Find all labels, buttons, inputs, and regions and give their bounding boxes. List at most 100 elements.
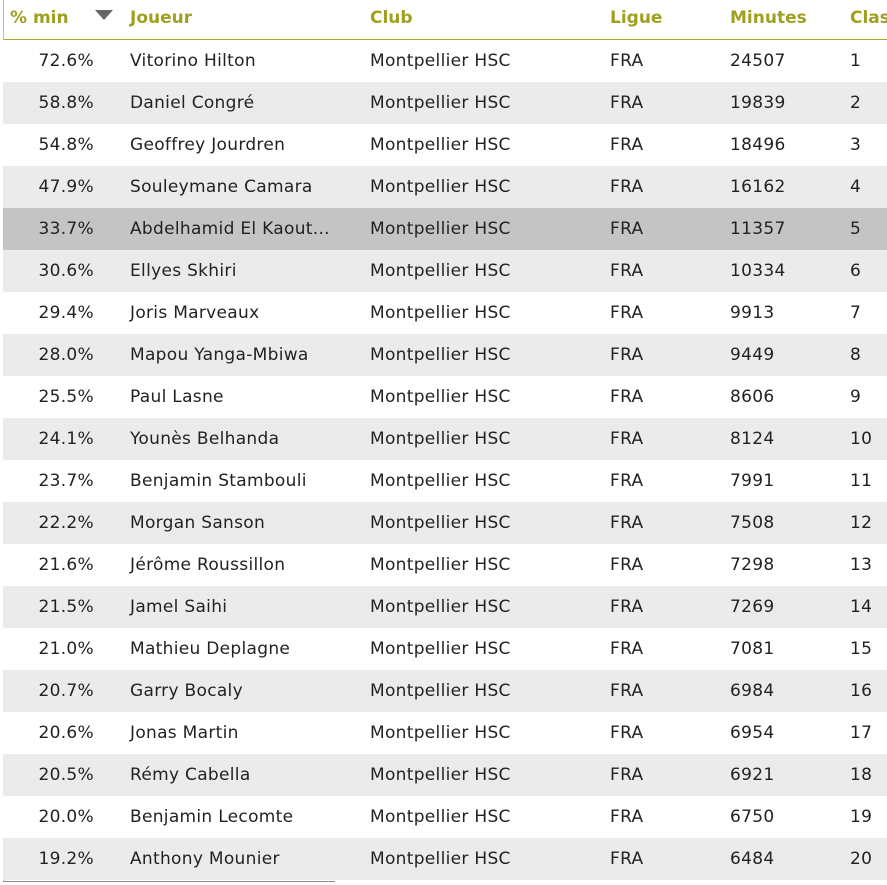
cell-league: FRA [610, 555, 644, 575]
cell-player: Anthony Mounier [130, 849, 280, 869]
table-row[interactable]: 22.2% Morgan Sanson Montpellier HSC FRA 7508… [3, 502, 887, 544]
cell-pct-min: 33.7% [38, 219, 94, 239]
cell-league: FRA [610, 51, 644, 71]
table-header: % min Joueur Club Ligue Minutes Clas [3, 0, 887, 40]
cell-rank: 14 [850, 597, 873, 617]
cell-pct-min: 21.6% [38, 555, 94, 575]
cell-minutes: 6484 [730, 849, 775, 869]
table-row[interactable]: 25.5% Paul Lasne Montpellier HSC FRA 8606 9 [3, 376, 887, 418]
cell-league: FRA [610, 807, 644, 827]
cell-club: Montpellier HSC [370, 849, 511, 869]
cell-rank: 2 [850, 93, 862, 113]
cell-club: Montpellier HSC [370, 513, 511, 533]
table-row[interactable]: 21.5% Jamel Saihi Montpellier HSC FRA 7269 14 [3, 586, 887, 628]
header-rank[interactable]: Clas [850, 8, 887, 28]
cell-rank: 20 [850, 849, 873, 869]
cell-minutes: 6954 [730, 723, 775, 743]
cell-minutes: 7508 [730, 513, 775, 533]
header-league[interactable]: Ligue [610, 8, 663, 28]
cell-club: Montpellier HSC [370, 135, 511, 155]
cell-minutes: 6921 [730, 765, 775, 785]
table-row[interactable]: 20.6% Jonas Martin Montpellier HSC FRA 6954 1… [3, 712, 887, 754]
cell-pct-min: 24.1% [38, 429, 94, 449]
cell-league: FRA [610, 471, 644, 491]
table-row[interactable]: 19.2% Anthony Mounier Montpellier HSC FRA 64… [3, 838, 887, 880]
cell-player: Rémy Cabella [130, 765, 251, 785]
cell-minutes: 8606 [730, 387, 775, 407]
cell-minutes: 19839 [730, 93, 786, 113]
cell-rank: 6 [850, 261, 862, 281]
table-row[interactable]: 47.9% Souleymane Camara Montpellier HSC FRA… [3, 166, 887, 208]
cell-league: FRA [610, 303, 644, 323]
table-row[interactable]: 33.7% Abdelhamid El Kaout... Montpellier H… [3, 208, 887, 250]
table-row[interactable]: 20.7% Garry Bocaly Montpellier HSC FRA 6984 1… [3, 670, 887, 712]
cell-player: Ellyes Skhiri [130, 261, 237, 281]
cell-pct-min: 58.8% [38, 93, 94, 113]
cell-rank: 8 [850, 345, 862, 365]
cell-league: FRA [610, 597, 644, 617]
cell-minutes: 9913 [730, 303, 775, 323]
table-row[interactable]: 58.8% Daniel Congré Montpellier HSC FRA 1983… [3, 82, 887, 124]
cell-pct-min: 30.6% [38, 261, 94, 281]
cell-club: Montpellier HSC [370, 723, 511, 743]
cell-league: FRA [610, 639, 644, 659]
cell-rank: 18 [850, 765, 873, 785]
header-player[interactable]: Joueur [130, 8, 193, 28]
cell-rank: 16 [850, 681, 873, 701]
cell-player: Paul Lasne [130, 387, 224, 407]
cell-player: Younès Belhanda [130, 429, 280, 449]
cell-league: FRA [610, 681, 644, 701]
cell-club: Montpellier HSC [370, 261, 511, 281]
header-club[interactable]: Club [370, 8, 413, 28]
cell-minutes: 18496 [730, 135, 786, 155]
cell-pct-min: 20.7% [38, 681, 94, 701]
header-minutes[interactable]: Minutes [730, 8, 807, 28]
table-row[interactable]: 21.6% Jérôme Roussillon Montpellier HSC FRA… [3, 544, 887, 586]
table-row[interactable]: 28.0% Mapou Yanga-Mbiwa Montpellier HSC FRA… [3, 334, 887, 376]
table-row[interactable]: 29.4% Joris Marveaux Montpellier HSC FRA 991… [3, 292, 887, 334]
cell-club: Montpellier HSC [370, 765, 511, 785]
cell-minutes: 7269 [730, 597, 775, 617]
cell-pct-min: 21.5% [38, 597, 94, 617]
table-row[interactable]: 23.7% Benjamin Stambouli Montpellier HSC FR… [3, 460, 887, 502]
cell-rank: 17 [850, 723, 873, 743]
table-row[interactable]: 72.6% Vitorino Hilton Montpellier HSC FRA 24… [3, 40, 887, 82]
cell-minutes: 7991 [730, 471, 775, 491]
table-row[interactable]: 24.1% Younès Belhanda Montpellier HSC FRA 81… [3, 418, 887, 460]
cell-player: Jonas Martin [130, 723, 239, 743]
table-row[interactable]: 30.6% Ellyes Skhiri Montpellier HSC FRA 1033… [3, 250, 887, 292]
cell-league: FRA [610, 93, 644, 113]
sort-arrow[interactable] [95, 10, 113, 22]
table-row[interactable]: 21.0% Mathieu Deplagne Montpellier HSC FRA 7… [3, 628, 887, 670]
cell-rank: 1 [850, 51, 862, 71]
cell-club: Montpellier HSC [370, 429, 511, 449]
table-row[interactable]: 20.0% Benjamin Lecomte Montpellier HSC FRA 6… [3, 796, 887, 838]
cell-club: Montpellier HSC [370, 639, 511, 659]
cell-club: Montpellier HSC [370, 303, 511, 323]
header-pct-min[interactable]: % min [10, 8, 69, 28]
cell-club: Montpellier HSC [370, 555, 511, 575]
cell-club: Montpellier HSC [370, 345, 511, 365]
cell-player: Garry Bocaly [130, 681, 243, 701]
cell-minutes: 24507 [730, 51, 786, 71]
cell-minutes: 6984 [730, 681, 775, 701]
cell-player: Joris Marveaux [130, 303, 260, 323]
cell-player: Mapou Yanga-Mbiwa [130, 345, 309, 365]
table-row[interactable]: 20.5% Rémy Cabella Montpellier HSC FRA 6921 1… [3, 754, 887, 796]
cell-rank: 4 [850, 177, 862, 197]
cell-minutes: 10334 [730, 261, 786, 281]
cell-minutes: 6750 [730, 807, 775, 827]
cell-minutes: 7081 [730, 639, 775, 659]
cell-minutes: 7298 [730, 555, 775, 575]
cell-rank: 12 [850, 513, 873, 533]
cell-player: Benjamin Stambouli [130, 471, 307, 491]
cell-minutes: 8124 [730, 429, 775, 449]
table-row[interactable]: 54.8% Geoffrey Jourdren Montpellier HSC FRA… [3, 124, 887, 166]
cell-league: FRA [610, 345, 644, 365]
cell-rank: 10 [850, 429, 873, 449]
cell-pct-min: 29.4% [38, 303, 94, 323]
cell-rank: 5 [850, 219, 862, 239]
cell-club: Montpellier HSC [370, 807, 511, 827]
